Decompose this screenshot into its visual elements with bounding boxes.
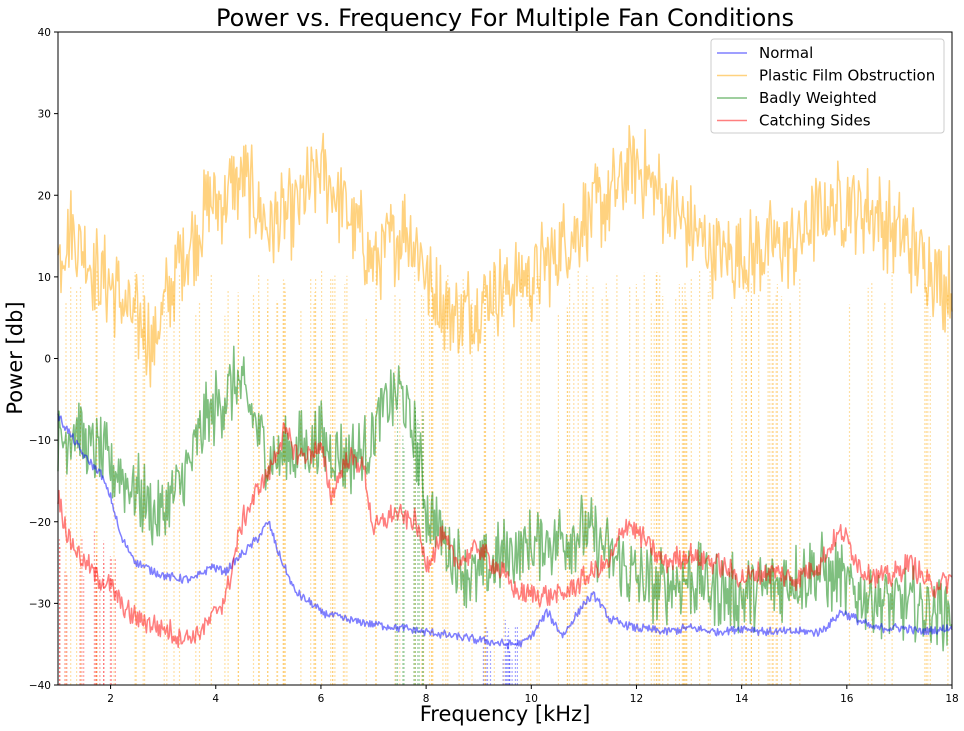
- x-tick-label: 10: [525, 693, 538, 705]
- y-tick-label: 0: [44, 354, 51, 366]
- x-tick-label: 2: [107, 693, 114, 705]
- y-tick-label: 20: [38, 190, 51, 202]
- x-axis-ticks: 2 4 6 8 10 12 14 16 18: [107, 685, 959, 705]
- legend-items: Normal Plastic Film Obstruction Badly Weig…: [717, 44, 935, 130]
- y-tick-label: −10: [29, 435, 51, 447]
- series-line-plastic-film-obstruction: [57, 125, 953, 388]
- x-tick-label: 18: [945, 693, 958, 705]
- legend-label: Plastic Film Obstruction: [759, 67, 935, 85]
- x-tick-label: 8: [423, 693, 430, 705]
- series-line-normal: [57, 413, 953, 650]
- series-line-catching-sides: [57, 422, 953, 649]
- y-axis-ticks: −40 −30 −20 −10 0 10 20 30 40: [29, 27, 58, 692]
- legend-box: [710, 38, 945, 134]
- y-tick-label: −20: [29, 517, 51, 529]
- y-tick-label: 10: [38, 272, 51, 284]
- x-tick-label: 4: [212, 693, 219, 705]
- legend-label: Catching Sides: [759, 112, 871, 130]
- legend-label: Normal: [759, 44, 813, 62]
- dotted-vertical-markers: [58, 268, 949, 685]
- x-tick-label: 14: [735, 693, 749, 705]
- plot-area: [57, 31, 953, 686]
- x-tick-label: 12: [630, 693, 643, 705]
- legend: Normal Plastic Film Obstruction Badly Weig…: [710, 38, 945, 134]
- y-tick-label: 30: [38, 109, 51, 121]
- chart-title: Power vs. Frequency For Multiple Fan Con…: [216, 4, 794, 32]
- x-tick-label: 16: [840, 693, 854, 705]
- y-axis-label: Power [db]: [3, 301, 27, 414]
- legend-label: Badly Weighted: [759, 89, 877, 107]
- y-tick-label: 40: [38, 27, 51, 39]
- series-line-badly-weighted: [57, 345, 953, 652]
- x-tick-label: 6: [318, 693, 325, 705]
- y-tick-label: −40: [29, 680, 51, 692]
- x-axis-label: Frequency [kHz]: [420, 702, 591, 726]
- y-tick-label: −30: [29, 598, 51, 610]
- series-lines: [57, 125, 953, 652]
